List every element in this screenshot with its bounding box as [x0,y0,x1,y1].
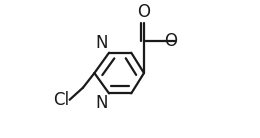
Text: Cl: Cl [53,91,69,109]
Text: O: O [165,32,178,50]
Text: N: N [95,94,108,112]
Text: N: N [95,34,108,52]
Text: O: O [138,3,151,21]
